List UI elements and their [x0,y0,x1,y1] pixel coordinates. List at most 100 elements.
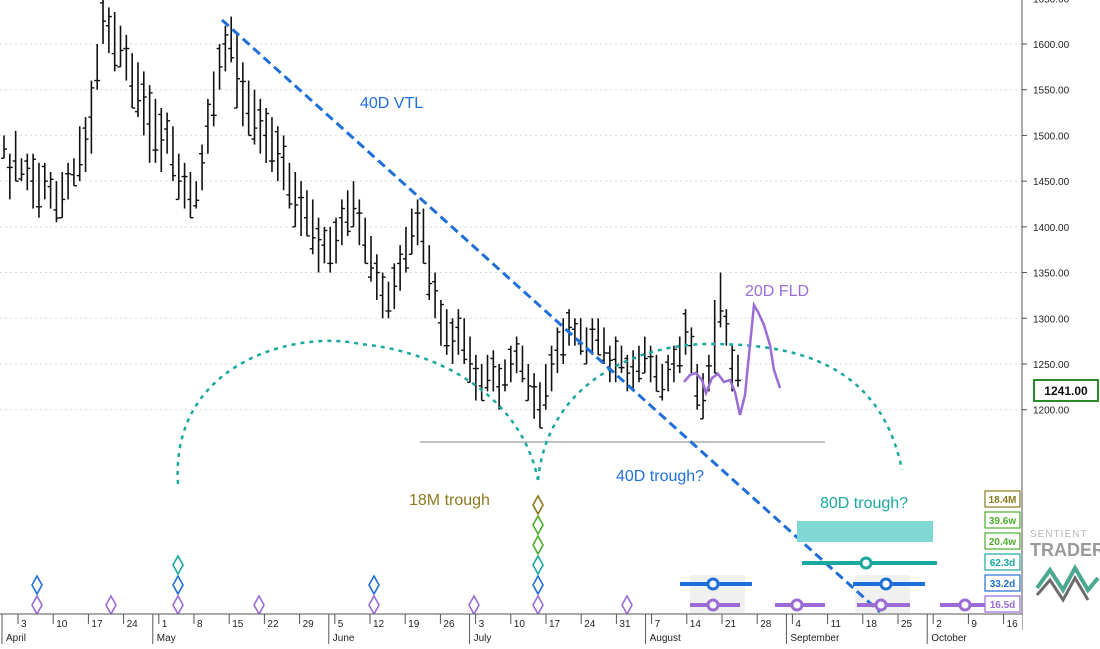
x-day-label: 24 [127,619,139,630]
price-bar [263,107,270,163]
price-bar [117,25,124,68]
brand-logo [1035,563,1100,594]
last-price-value: 1241.00 [1044,384,1088,398]
y-tick-label: 1250.00 [1033,360,1070,371]
label-20d-fld: 20D FLD [745,283,809,300]
x-month-label: July [474,633,492,644]
price-bar [595,318,602,356]
price-bar [368,235,374,282]
x-day-label: 29 [303,619,315,630]
y-tick-label: 1300.00 [1033,314,1070,325]
price-bar [735,354,741,387]
trough-marker-blue [532,574,544,596]
phasing-range-33d [680,577,752,591]
price-bar [181,162,188,209]
x-axis: 3 10 17 24 1 8 15 22 29 5 12 19 26 3 10 17 24 31 7 14 21 28 4 1… [0,613,1022,644]
x-day-label: 7 [655,619,661,630]
price-bar [408,208,415,255]
cycle-arc-1 [176,339,540,485]
y-tick-label: 1550.00 [1033,86,1070,97]
price-bar [53,181,60,223]
trough-marker-green [532,534,544,556]
price-bar [187,171,194,219]
phasing-range-33d [853,577,925,591]
price-bar [426,245,433,300]
price-bar [338,199,345,246]
price-bar [280,135,287,191]
x-day-label: 15 [232,619,244,630]
price-bar [286,162,293,209]
phasing-range-62d [802,556,937,570]
price-bar [385,281,392,319]
price-bar [496,363,503,410]
x-day-label: 3 [21,619,27,630]
trough-marker-blue [31,574,43,596]
trough-target-band [797,521,933,542]
price-bar [111,12,118,72]
legend-label: 18.4M [989,495,1017,506]
price-bar [47,171,54,209]
x-day-label: 25 [901,619,913,630]
legend-label: 33.2d [990,579,1016,590]
price-bar [222,25,229,72]
price-bar [315,217,322,273]
price-bar [146,85,153,163]
price-bar [659,363,666,401]
price-bar [24,153,31,191]
y-tick-label: 1400.00 [1033,223,1070,234]
price-bar [123,34,130,81]
price-bar [333,217,340,264]
legend-item: 16.5d [984,595,1021,613]
last-price-badge [1033,379,1099,402]
price-bar [391,263,398,310]
price-bar [76,126,83,182]
x-day-label: 31 [619,619,631,630]
price-bar [204,98,211,154]
price-bar [274,126,281,182]
price-bar [635,345,642,383]
x-day-label: 16 [1007,619,1019,630]
price-bar [653,354,660,393]
price-bar [70,158,77,187]
label-18m-trough: 18M trough [409,492,490,509]
x-day-label: 3 [479,619,485,630]
price-bar [414,199,421,246]
price-bar [420,208,427,265]
price-bar [618,345,625,374]
price-bar [688,327,695,374]
y-tick-label: 1600.00 [1033,40,1070,51]
legend-item: 33.2d [984,574,1021,592]
price-bar [309,199,316,255]
price-bar [350,181,357,228]
x-day-label: 5 [338,619,344,630]
y-tick-label: 1450.00 [1033,177,1070,188]
price-bar [362,217,369,265]
label-40d-trough: 40D trough? [616,468,704,485]
price-bar [356,199,363,246]
cycle-arc-2 [536,342,904,481]
vtl-line [220,18,882,614]
price-bar [571,318,578,346]
x-day-label: 10 [514,619,526,630]
trough-marker-green [532,514,544,536]
x-month-label: May [157,633,176,644]
price-bar [239,62,246,127]
phasing-range-16d [690,598,740,612]
x-day-label: 18 [866,619,878,630]
phasing-bars [680,556,990,612]
price-bar [35,162,42,218]
y-tick-label: 1200.00 [1033,406,1070,417]
price-bar [519,345,526,383]
price-bar [199,144,206,191]
price-bar [694,363,701,410]
x-day-label: 11 [831,619,842,630]
price-bar [164,112,171,154]
cycle-legend: 18.4M 39.6w 20.4w 62.3d 33.2d 16.5d [984,490,1021,613]
price-bar [321,226,328,264]
price-bar [100,0,107,44]
legend-label: 62.3d [990,558,1016,569]
price-bar [612,336,619,383]
price-bar [257,98,264,154]
price-bar [59,171,66,219]
